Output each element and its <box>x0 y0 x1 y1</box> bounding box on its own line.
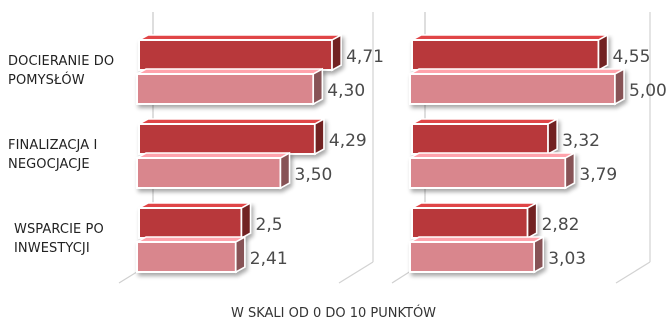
bar-panel-1-cat-1-series-1 <box>138 33 342 72</box>
bar-panel-1-cat-3-series-1 <box>138 201 252 240</box>
category-label-3-line-2: INWESTYCJI <box>14 241 90 256</box>
bar-panel-1-cat-3-series-2 <box>136 235 246 274</box>
value-label-panel-1-cat-3-series-2: 2,41 <box>250 249 288 269</box>
bar-panel-2-cat-3-series-2 <box>409 235 544 274</box>
value-label-panel-2-cat-1-series-1: 4,55 <box>613 47 651 67</box>
category-label-1-line-2: POMYSŁÓW <box>8 73 85 88</box>
panel-1-right-floor-line <box>338 261 374 284</box>
scale-note: W SKALI OD 0 DO 10 PUNKTÓW <box>230 306 437 321</box>
category-label-2: FINALIZACJA I NEGOCJACJE <box>8 136 97 174</box>
value-label-panel-2-cat-2-series-2: 3,79 <box>579 165 617 185</box>
category-label-3-line-1: WSPARCIE PO <box>14 222 104 237</box>
category-label-2-line-2: NEGOCJACJE <box>8 157 90 172</box>
category-label-2-line-1: FINALIZACJA I <box>8 138 98 153</box>
value-label-panel-1-cat-1-series-2: 4,30 <box>327 81 365 101</box>
value-label-panel-1-cat-2-series-2: 3,50 <box>295 165 333 185</box>
bar-panel-1-cat-2-series-1 <box>138 117 325 156</box>
value-label-panel-1-cat-1-series-1: 4,71 <box>346 47 384 67</box>
category-label-1-line-1: DOCIERANIE DO <box>8 54 115 69</box>
value-label-panel-1-cat-3-series-1: 2,5 <box>256 215 283 235</box>
bar-panel-1-cat-1-series-2 <box>136 67 324 106</box>
bar-panel-2-cat-2-series-2 <box>409 151 576 190</box>
bar-panel-2-cat-2-series-1 <box>411 117 558 156</box>
value-label-panel-1-cat-2-series-1: 4,29 <box>329 131 367 151</box>
category-label-3: WSPARCIE PO INWESTYCJI <box>14 220 104 258</box>
value-label-panel-2-cat-3-series-2: 3,03 <box>548 249 586 269</box>
bar-panel-2-cat-1-series-1 <box>411 33 609 72</box>
bar-panel-2-cat-1-series-2 <box>409 67 625 106</box>
value-label-panel-2-cat-2-series-1: 3,32 <box>562 131 600 151</box>
category-label-1: DOCIERANIE DO POMYSŁÓW <box>8 52 114 90</box>
value-label-panel-2-cat-1-series-2: 5,00 <box>629 81 667 101</box>
panel-2-right-floor-line <box>615 261 651 284</box>
bar-panel-2-cat-3-series-1 <box>411 201 538 240</box>
bar-panel-1-cat-2-series-2 <box>136 151 291 190</box>
value-label-panel-2-cat-3-series-1: 2,82 <box>542 215 580 235</box>
